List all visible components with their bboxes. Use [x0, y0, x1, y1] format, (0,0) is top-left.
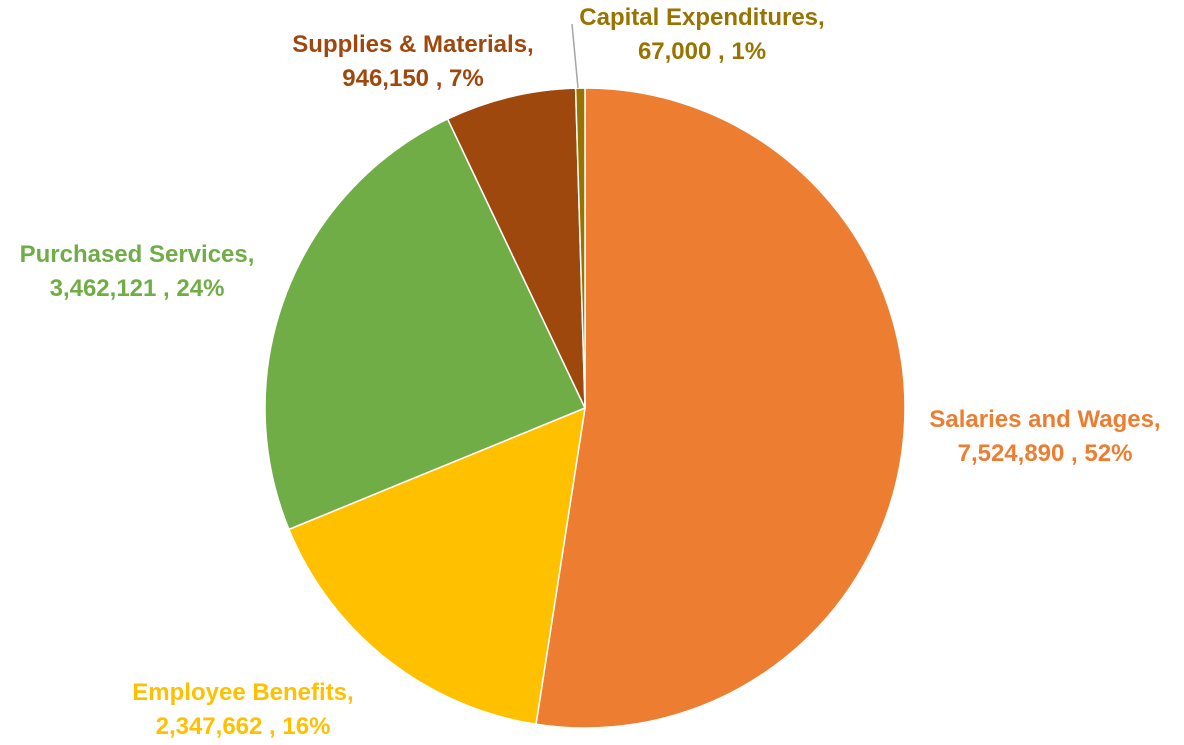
leader-line: [571, 23, 579, 89]
data-label: Capital Expenditures, 67,000 , 1%: [579, 4, 824, 65]
data-label-value: 946,150 , 7%: [342, 65, 483, 92]
data-label-value: 3,462,121 , 24%: [50, 275, 225, 302]
pie-slice-employee-benefits: [287, 406, 586, 726]
pie-slice-capital-expenditures: [574, 87, 586, 409]
pie-slice-supplies-materials: [446, 87, 586, 409]
data-label: Employee Benefits, 2,347,662 , 16%: [132, 679, 353, 740]
data-label-value: 2,347,662 , 16%: [156, 713, 331, 740]
data-labels-layer: Salaries and Wages, 7,524,890 , 52% Employ…: [20, 4, 1161, 740]
data-label: Purchased Services, 3,462,121 , 24%: [20, 241, 255, 302]
data-label-category: Salaries and Wages,: [929, 406, 1160, 433]
data-label-category: Employee Benefits,: [132, 679, 353, 706]
slices-layer: [264, 87, 906, 729]
data-label-category: Capital Expenditures,: [579, 4, 824, 31]
data-label: Salaries and Wages, 7,524,890 , 52%: [929, 406, 1160, 467]
data-label-value: 7,524,890 , 52%: [958, 440, 1133, 467]
data-label-value: 67,000 , 1%: [638, 38, 766, 65]
data-label-category: Purchased Services,: [20, 241, 255, 268]
data-label-category: Supplies & Materials,: [292, 31, 533, 58]
data-label: Supplies & Materials, 946,150 , 7%: [292, 31, 533, 92]
leader-lines-layer: [571, 23, 579, 89]
pie-slice-salaries-and-wages: [535, 87, 906, 729]
pie-slice-purchased-services: [264, 117, 587, 531]
